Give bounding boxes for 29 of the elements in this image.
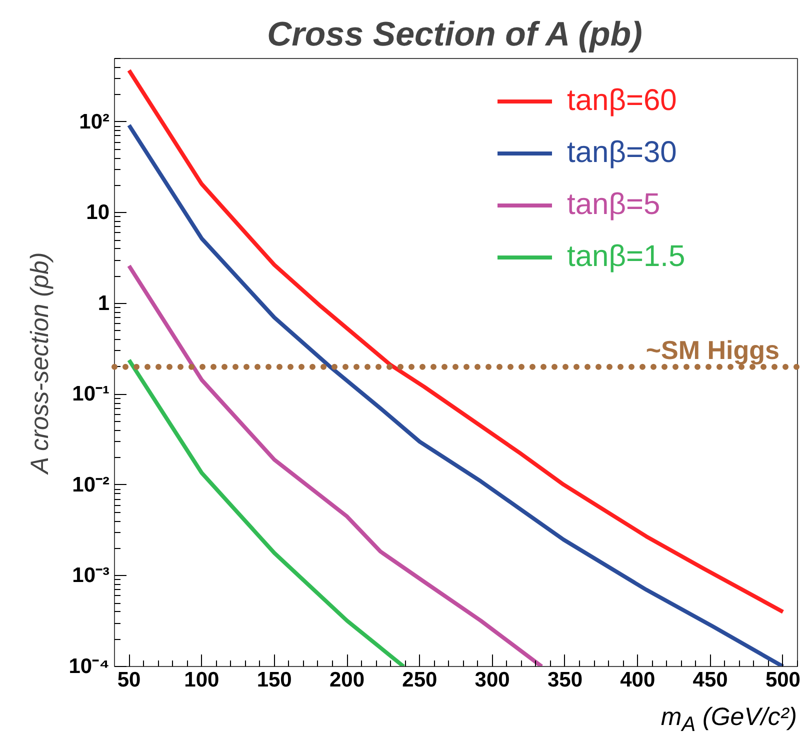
legend-label: tanβ=60 (567, 84, 677, 118)
y-tick-label: 10⁻² (72, 473, 110, 496)
x-tick-label: 50 (117, 668, 141, 692)
y-axis-title: A cross-section (pb) (26, 252, 54, 476)
x-tick-label: 450 (692, 668, 728, 692)
line-series (127, 264, 544, 666)
x-tick-label: 150 (256, 668, 292, 692)
ref-line-label: ~SM Higgs (646, 334, 780, 365)
x-axis-title: m$_{A}$ (GeV/c²) (660, 703, 797, 737)
legend-label: tanβ=5 (567, 188, 660, 222)
y-tick-label: 10⁻³ (72, 564, 110, 588)
line-series (127, 123, 785, 666)
x-tick-label: 200 (329, 668, 365, 692)
x-tick-label: 400 (620, 668, 656, 692)
chart-title: Cross Section of A (pb) (267, 16, 642, 54)
x-tick-label: 300 (474, 668, 510, 692)
y-tick-label: 10² (79, 110, 110, 134)
x-tick-label: 100 (184, 668, 220, 692)
legend-label: tanβ=30 (567, 136, 677, 170)
x-tick-label: 350 (547, 668, 583, 692)
y-tick-label: 10 (86, 201, 110, 224)
x-tick-label: 500 (765, 668, 800, 692)
y-tick-label: 10⁻⁴ (68, 655, 110, 678)
line-series (127, 358, 406, 666)
y-tick-label: 1 (98, 292, 110, 315)
x-tick-label: 250 (402, 668, 438, 692)
legend-label: tanβ=1.5 (567, 240, 686, 274)
y-tick-label: 10⁻¹ (72, 382, 110, 406)
line-series (127, 68, 785, 614)
